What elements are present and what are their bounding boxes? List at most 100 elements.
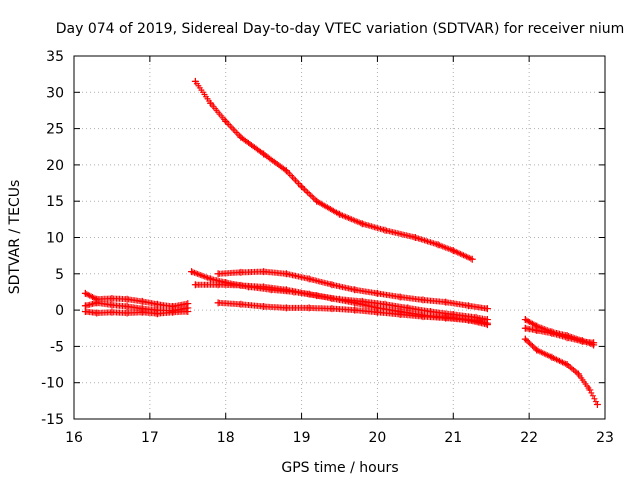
series-trace (192, 78, 474, 262)
data-point (464, 316, 472, 324)
x-tick-label: 20 (369, 430, 387, 446)
data-point (396, 293, 404, 301)
data-point (464, 302, 472, 310)
data-point (282, 270, 290, 278)
data-point (260, 283, 268, 291)
data-point (207, 99, 215, 107)
y-tick-label: -5 (50, 339, 64, 355)
data-point (358, 220, 366, 228)
data-point (328, 294, 336, 302)
data-point (483, 321, 491, 329)
data-point (411, 234, 419, 241)
data-point (260, 268, 268, 276)
data-point (93, 309, 101, 317)
y-tick-label: 20 (46, 158, 64, 174)
y-axis-label: SDTVAR / TECUs (7, 180, 23, 295)
data-point (153, 310, 161, 318)
plot-frame (73, 55, 606, 420)
data-point (468, 255, 476, 263)
data-point (521, 316, 529, 324)
y-tick-label: 5 (55, 267, 64, 283)
series-trace (188, 268, 489, 323)
data-point (169, 308, 177, 316)
data-point (563, 334, 571, 342)
data-point (282, 286, 290, 294)
series-arc-high (191, 77, 476, 263)
data-point (449, 247, 457, 255)
data-point (188, 268, 196, 276)
series-arc-low (214, 299, 491, 329)
data-point (586, 386, 594, 394)
series-arc-right-c (521, 335, 601, 408)
y-tick-label: 10 (46, 231, 64, 247)
x-tick-label: 18 (217, 430, 235, 446)
data-point (184, 308, 192, 316)
data-point (191, 281, 199, 289)
data-point (214, 270, 222, 278)
x-axis-label: GPS time / hours (281, 460, 398, 476)
data-point (396, 310, 404, 318)
data-point (381, 226, 389, 234)
data-point (123, 302, 131, 310)
data-point (305, 275, 313, 283)
data-point (108, 301, 116, 309)
y-tick-label: 15 (46, 194, 64, 210)
data-point (123, 295, 131, 303)
grid (74, 56, 605, 419)
data-point (207, 275, 215, 283)
data-point (351, 306, 359, 314)
data-point (191, 77, 199, 85)
data-point (351, 299, 359, 307)
y-tick-label: 0 (55, 303, 64, 319)
data-point (282, 304, 290, 312)
y-tick-label: 30 (46, 85, 64, 101)
data-point (237, 133, 245, 141)
data-point (108, 294, 116, 302)
x-tick-label: 17 (141, 430, 159, 446)
data-point (138, 308, 146, 316)
data-point (282, 167, 290, 175)
data-point (298, 183, 306, 191)
data-point (93, 299, 101, 307)
data-point (214, 299, 222, 307)
data-point (521, 324, 529, 332)
data-point (521, 335, 529, 343)
data-point (222, 117, 230, 125)
data-point (442, 314, 450, 322)
series-arc-right-b (521, 324, 598, 347)
data-point (328, 305, 336, 313)
data-point (548, 353, 556, 361)
data-point (563, 361, 571, 369)
y-tick-labels: -15 -10 -5 0 5 10 15 20 25 30 35 (41, 49, 64, 428)
data-point (578, 337, 586, 345)
data-point (590, 339, 598, 347)
data-point (108, 308, 116, 316)
x-tick-label: 19 (293, 430, 311, 446)
data-point (373, 289, 381, 297)
data-point (237, 268, 245, 276)
series-trace (522, 316, 596, 348)
data-point (548, 329, 556, 337)
data-point (419, 296, 427, 304)
data-point (593, 400, 601, 408)
data-point (351, 286, 359, 294)
data-point (81, 289, 89, 297)
x-tick-label: 23 (596, 430, 614, 446)
y-tick-label: 35 (46, 49, 64, 65)
data-point (237, 300, 245, 308)
data-point (574, 370, 582, 378)
series-arc-right-a (521, 316, 598, 349)
data-point (260, 302, 268, 310)
data-point (533, 346, 541, 354)
data-point (336, 210, 343, 218)
data-point (533, 326, 541, 334)
data-point (237, 281, 245, 289)
y-tick-label: -15 (41, 412, 64, 428)
data-point (313, 197, 321, 205)
data-point (419, 313, 427, 321)
data-point (260, 150, 268, 158)
data-point (214, 281, 222, 289)
data-point (81, 308, 89, 316)
x-tick-label: 22 (520, 430, 538, 446)
